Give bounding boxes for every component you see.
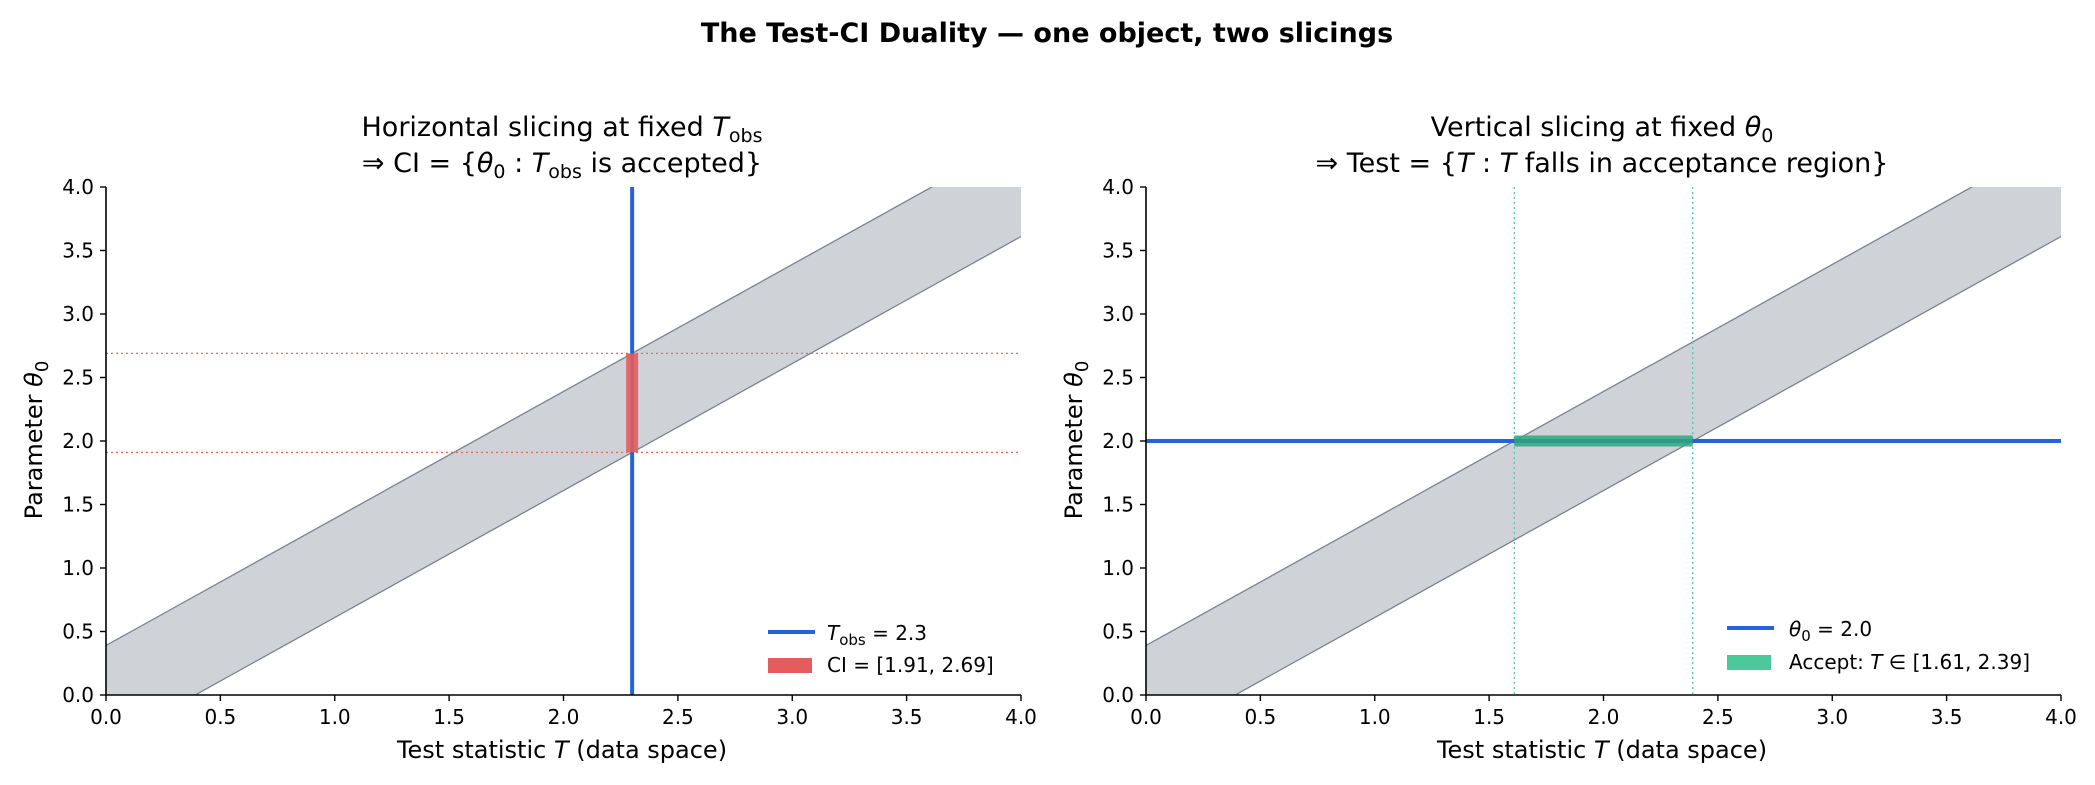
x-tick-label: 0.0 (90, 705, 122, 729)
x-tick-label: 2.0 (548, 705, 580, 729)
legend-patch-swatch (768, 658, 812, 673)
x-tick-label: 1.5 (433, 705, 465, 729)
left-legend: Tobs = 2.3 CI = [1.91, 2.69] (768, 621, 994, 677)
legend-entry-tobs: Tobs = 2.3 (827, 621, 927, 649)
y-tick-label: 3.0 (62, 302, 94, 326)
x-tick-label: 3.0 (1816, 705, 1848, 729)
right-panel-subtitle: ⇒ Test = {T : T falls in acceptance regi… (1316, 148, 1889, 179)
y-tick-label: 2.5 (1102, 366, 1134, 390)
y-tick-label: 3.5 (1102, 239, 1134, 263)
x-tick-label: 2.0 (1588, 705, 1620, 729)
x-tick-label: 2.5 (1702, 705, 1734, 729)
y-tick-label: 3.5 (62, 239, 94, 263)
plot-inner (1146, 187, 2061, 695)
x-tick-label: 0.5 (1244, 705, 1276, 729)
y-tick-label: 1.5 (1102, 493, 1134, 517)
legend-entry-accept: Accept: T ∈ [1.61, 2.39] (1789, 650, 2030, 674)
y-tick-label: 4.0 (62, 175, 94, 199)
x-tick-label: 1.0 (319, 705, 351, 729)
band-upper-edge (1146, 187, 1974, 647)
right-x-axis-label: Test statistic T (data space) (1436, 736, 1767, 764)
y-tick-label: 0.5 (1102, 620, 1134, 644)
right-panel: Vertical slicing at fixed θ0 ⇒ Test = {T… (1060, 112, 2077, 764)
right-y-axis-label: Parameter θ0 (1060, 361, 1093, 520)
band-lower-edge (193, 235, 1021, 695)
acceptance-band (106, 187, 1021, 695)
x-tick-label: 4.0 (1005, 705, 1037, 729)
y-tick-label: 2.0 (1102, 429, 1134, 453)
y-tick-label: 1.5 (62, 493, 94, 517)
plot-inner (106, 187, 1021, 695)
y-tick-label: 4.0 (1102, 175, 1134, 199)
right-plot-area: 0.0 0.5 1.0 1.5 2.0 2.5 3.0 3.5 4.0 0.0 0.5 1.0 1.5 2… (1102, 175, 2077, 729)
left-panel-subtitle: ⇒ CI = {θ0 : Tobs is accepted} (362, 148, 762, 183)
left-panel: Horizontal slicing at fixed Tobs ⇒ CI = … (20, 112, 1037, 764)
x-tick-label: 2.5 (662, 705, 694, 729)
left-panel-title: Horizontal slicing at fixed Tobs (362, 112, 763, 147)
x-tick-label: 1.0 (1359, 705, 1391, 729)
left-x-axis-label: Test statistic T (data space) (396, 736, 727, 764)
legend-entry-ci: CI = [1.91, 2.69] (827, 653, 994, 677)
band-lower-edge (1233, 235, 2061, 695)
y-tick-label: 3.0 (1102, 302, 1134, 326)
left-plot-area: 0.0 0.5 1.0 1.5 2.0 2.5 3.0 3.5 4.0 0.0 0.5 1.0 1.5 2… (62, 175, 1037, 729)
y-tick-label: 2.5 (62, 366, 94, 390)
y-tick-label: 0.0 (62, 683, 94, 707)
x-tick-label: 0.0 (1130, 705, 1162, 729)
left-y-axis-label: Parameter θ0 (20, 361, 53, 520)
right-legend: θ0 = 2.0 Accept: T ∈ [1.61, 2.39] (1727, 617, 2030, 674)
legend-entry-theta0: θ0 = 2.0 (1789, 617, 1872, 645)
x-tick-label: 3.5 (891, 705, 923, 729)
legend-patch-swatch (1727, 655, 1771, 670)
y-tick-label: 0.0 (1102, 683, 1134, 707)
x-tick-label: 3.0 (776, 705, 808, 729)
band-upper-edge (106, 187, 934, 647)
x-tick-label: 1.5 (1473, 705, 1505, 729)
y-tick-label: 1.0 (1102, 556, 1134, 580)
x-tick-label: 0.5 (204, 705, 236, 729)
y-tick-label: 1.0 (62, 556, 94, 580)
y-tick-label: 2.0 (62, 429, 94, 453)
x-tick-label: 4.0 (2045, 705, 2077, 729)
y-tick-label: 0.5 (62, 620, 94, 644)
figure-suptitle: The Test-CI Duality — one object, two sl… (701, 18, 1393, 49)
x-tick-label: 3.5 (1931, 705, 1963, 729)
right-panel-title: Vertical slicing at fixed θ0 (1431, 112, 1774, 147)
